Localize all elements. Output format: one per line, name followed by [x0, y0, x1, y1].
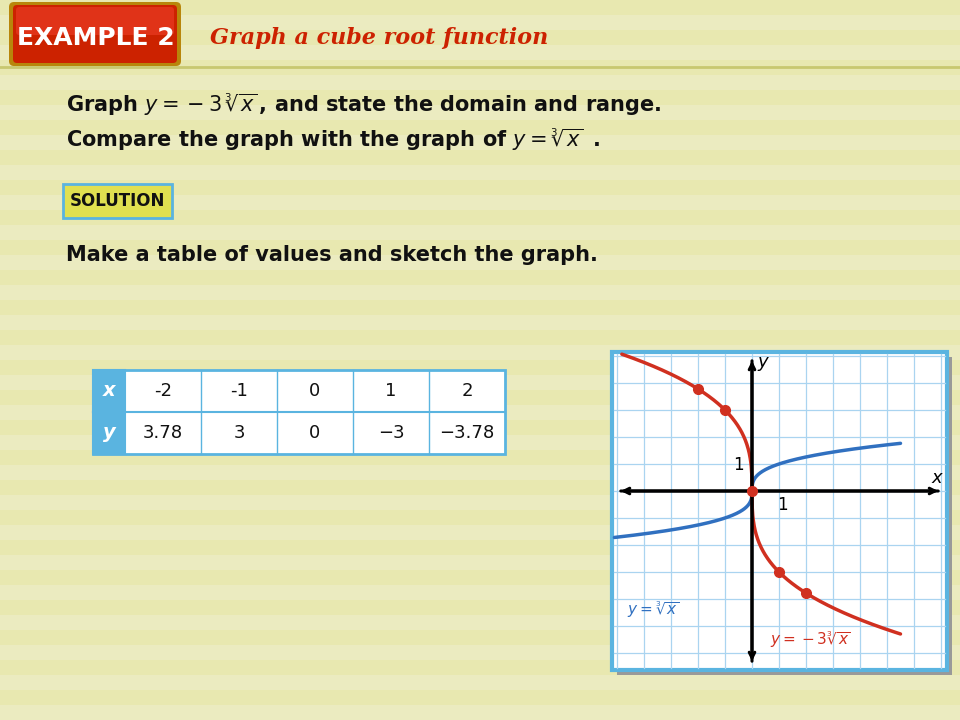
- Bar: [93, 412, 125, 454]
- Bar: [0, 300, 960, 315]
- FancyBboxPatch shape: [13, 5, 177, 63]
- Bar: [0, 120, 960, 135]
- Bar: [0, 165, 960, 180]
- Bar: [0, 255, 960, 270]
- Bar: [0, 495, 960, 510]
- Bar: [0, 675, 960, 690]
- Text: x: x: [103, 382, 115, 400]
- Bar: [0, 150, 960, 165]
- Bar: [0, 360, 960, 375]
- Bar: [0, 405, 960, 420]
- Text: 3.78: 3.78: [143, 424, 183, 442]
- Bar: [0, 660, 960, 675]
- Bar: [0, 210, 960, 225]
- Bar: [0, 615, 960, 630]
- Bar: [0, 270, 960, 285]
- Text: Make a table of values and sketch the graph.: Make a table of values and sketch the gr…: [66, 245, 598, 265]
- Text: 0: 0: [309, 382, 321, 400]
- Text: −3.78: −3.78: [440, 424, 494, 442]
- Text: 2: 2: [461, 382, 472, 400]
- Text: 3: 3: [233, 424, 245, 442]
- Bar: [0, 315, 960, 330]
- Bar: [0, 45, 960, 60]
- FancyBboxPatch shape: [63, 184, 172, 218]
- Text: x: x: [932, 469, 943, 487]
- Bar: [0, 630, 960, 645]
- Bar: [0, 645, 960, 660]
- Bar: [0, 225, 960, 240]
- Bar: [0, 15, 960, 30]
- Bar: [0, 690, 960, 705]
- Bar: [0, 30, 960, 45]
- Text: EXAMPLE 2: EXAMPLE 2: [17, 26, 175, 50]
- Bar: [0, 420, 960, 435]
- Bar: [0, 540, 960, 555]
- Bar: [0, 180, 960, 195]
- Bar: [0, 525, 960, 540]
- Text: 1: 1: [777, 496, 787, 514]
- Bar: [612, 352, 947, 670]
- Text: -2: -2: [154, 382, 172, 400]
- Bar: [0, 450, 960, 465]
- Text: -1: -1: [230, 382, 248, 400]
- Bar: [0, 60, 960, 75]
- Text: y: y: [103, 423, 115, 443]
- FancyBboxPatch shape: [16, 7, 174, 35]
- Bar: [0, 105, 960, 120]
- Text: $y=-3\sqrt[3]{x}$: $y=-3\sqrt[3]{x}$: [770, 630, 851, 650]
- Text: 1: 1: [732, 456, 743, 474]
- Bar: [0, 195, 960, 210]
- Bar: [0, 435, 960, 450]
- Bar: [0, 240, 960, 255]
- Bar: [0, 345, 960, 360]
- Bar: [0, 465, 960, 480]
- Bar: [0, 555, 960, 570]
- Bar: [93, 370, 125, 412]
- Text: Graph $y=-3\,\sqrt[3]{x}\,$, and state the domain and range.: Graph $y=-3\,\sqrt[3]{x}\,$, and state t…: [66, 92, 661, 118]
- Text: y: y: [757, 353, 768, 371]
- Bar: [0, 90, 960, 105]
- Text: $y=\sqrt[3]{x}$: $y=\sqrt[3]{x}$: [627, 600, 680, 620]
- Text: SOLUTION: SOLUTION: [69, 192, 165, 210]
- Bar: [0, 705, 960, 720]
- Bar: [0, 0, 960, 15]
- Bar: [0, 510, 960, 525]
- Text: Compare the graph with the graph of $y=\sqrt[3]{x}\,$ .: Compare the graph with the graph of $y=\…: [66, 127, 600, 153]
- Bar: [0, 570, 960, 585]
- Bar: [0, 600, 960, 615]
- Bar: [0, 330, 960, 345]
- Bar: [617, 357, 952, 675]
- Bar: [0, 285, 960, 300]
- Text: Graph a cube root function: Graph a cube root function: [210, 27, 548, 49]
- Bar: [0, 135, 960, 150]
- Text: 0: 0: [309, 424, 321, 442]
- Bar: [0, 375, 960, 390]
- Bar: [93, 370, 505, 454]
- Text: −3: −3: [377, 424, 404, 442]
- Bar: [0, 585, 960, 600]
- FancyBboxPatch shape: [9, 2, 181, 66]
- Bar: [0, 75, 960, 90]
- Bar: [0, 390, 960, 405]
- Bar: [0, 480, 960, 495]
- Text: 1: 1: [385, 382, 396, 400]
